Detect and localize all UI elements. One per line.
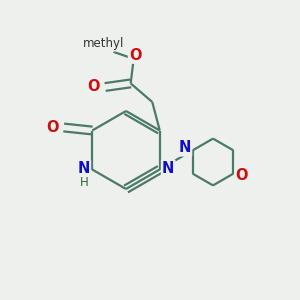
Text: N: N — [162, 160, 174, 175]
Text: N: N — [179, 140, 191, 155]
Text: O: O — [236, 168, 248, 183]
Text: O: O — [88, 80, 100, 94]
Text: methyl: methyl — [82, 37, 124, 50]
Text: O: O — [46, 120, 59, 135]
Text: N: N — [78, 160, 90, 175]
Text: H: H — [80, 176, 88, 189]
Text: O: O — [129, 48, 141, 63]
